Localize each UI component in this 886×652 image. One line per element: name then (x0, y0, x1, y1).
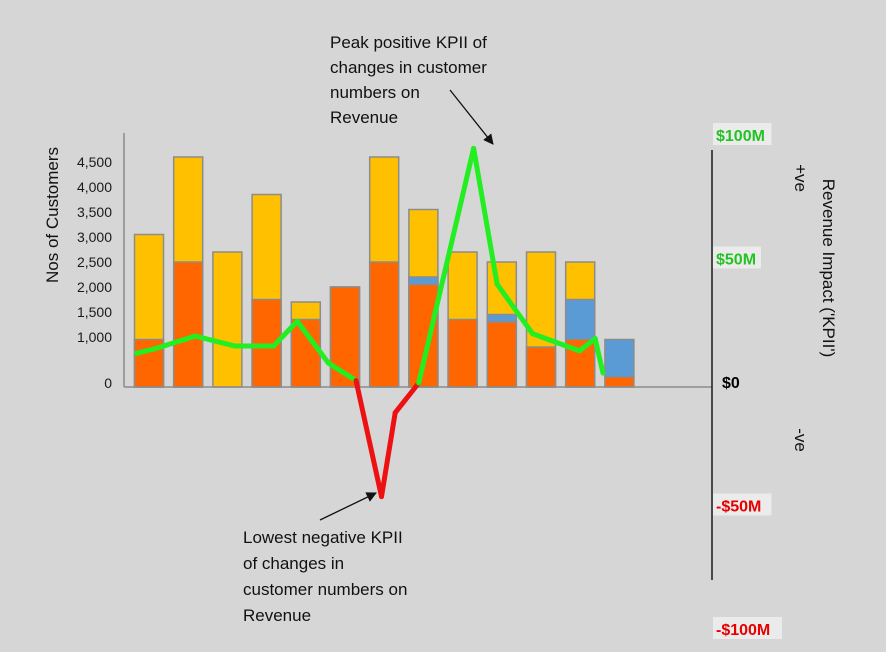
right-tick-bg (713, 617, 782, 639)
bar-extra (564, 298, 596, 341)
right-tick-label: -$50M (716, 499, 761, 516)
bar-extra (486, 313, 518, 323)
left-tick-label: 3,500 (77, 204, 112, 220)
bar-base (368, 261, 400, 388)
bar-base (604, 376, 635, 388)
left-tick-label: 4,500 (77, 154, 112, 170)
annotation-line: Lowest negative KPII (243, 528, 403, 547)
left-tick-label: 4,000 (77, 179, 112, 195)
kpii-line-segment (592, 336, 606, 376)
kpii-line-segment (529, 331, 582, 354)
kpii-line-segment (392, 380, 422, 416)
right-tick-label: $0 (722, 375, 740, 392)
kpii-line-segment (379, 410, 398, 500)
kpii-line-segment (192, 333, 237, 349)
kpii-line-segment (353, 378, 384, 500)
right-tick-bg (713, 246, 761, 269)
right-axis-title: Revenue Impact ('KPII') (819, 179, 838, 357)
kpii-line-segment (271, 318, 300, 349)
annotation-line: Revenue (243, 606, 311, 625)
labels-group: 0 1,000 1,500 2,000 2,500 3,000 3,500 4,000 4,50… (43, 33, 838, 639)
right-tick-bg (713, 493, 772, 516)
bar-base (447, 318, 478, 388)
kpii-line-segment (471, 145, 500, 287)
left-tick-label: 3,000 (77, 229, 112, 245)
kpii-line-segment (416, 145, 477, 386)
negative-label: -ve (791, 428, 810, 452)
bar-extra (604, 338, 635, 378)
kpii-line-segment (153, 333, 198, 351)
right-tick-bg (713, 123, 772, 145)
bar-base (172, 261, 204, 388)
kpii-line-segment (494, 281, 535, 337)
peak-arrow (449, 89, 494, 145)
kpii-line-segment (326, 360, 359, 384)
bar-total (212, 251, 243, 388)
bar-extra (408, 276, 439, 286)
kpii-line-segment (294, 318, 332, 366)
positive-label: +ve (791, 164, 810, 192)
kpii-line-segment (134, 345, 159, 356)
left-tick-label: 0 (104, 375, 112, 391)
right-tick-label: $100M (716, 128, 765, 145)
kpii-line-segment (576, 336, 598, 354)
bars-group (133, 156, 635, 388)
annotation-line: numbers on (330, 83, 420, 102)
annotation-line: Revenue (330, 108, 398, 127)
left-tick-label: 1,500 (77, 304, 112, 320)
left-axis-title: Nos of Customers (43, 147, 62, 283)
annotation-line: customer numbers on (243, 580, 407, 599)
kpii-line-group (134, 145, 606, 500)
annotation-line: changes in customer (330, 58, 487, 77)
left-tick-label: 2,500 (77, 254, 112, 270)
right-tick-label: $50M (716, 252, 756, 269)
annotation-line: of changes in (243, 554, 344, 573)
lowest-arrow (319, 492, 377, 521)
annotation-line: Peak positive KPII of (330, 33, 487, 52)
left-tick-label: 1,000 (77, 329, 112, 345)
right-tick-label: -$100M (716, 622, 770, 639)
bar-base (486, 321, 518, 388)
bar-base (525, 346, 557, 388)
left-tick-label: 2,000 (77, 279, 112, 295)
